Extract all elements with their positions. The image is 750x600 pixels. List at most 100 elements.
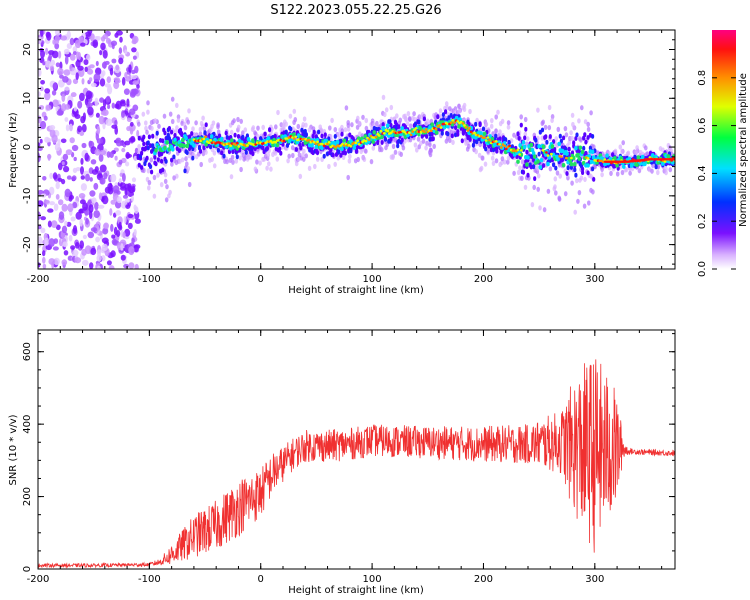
ridge-peak [570, 156, 573, 160]
ridge-halo [180, 157, 185, 163]
noise-blob [54, 42, 60, 50]
ridge-body [180, 131, 184, 136]
noise-blob [58, 211, 65, 220]
ridge-core [173, 137, 177, 143]
noise-blob [75, 72, 79, 80]
ridge-peak [379, 129, 383, 133]
ridge-body [542, 163, 546, 168]
ridge-core [292, 132, 296, 137]
ridge-peak [408, 131, 411, 135]
ridge-body [517, 136, 521, 141]
noise-blob [38, 146, 43, 151]
noise-blob [133, 204, 137, 211]
ridge-halo [302, 156, 306, 162]
noise-blob [103, 172, 108, 180]
noise-blob [52, 246, 59, 251]
ridge-body [251, 151, 255, 157]
ridge-body [144, 145, 148, 151]
ridge-halo [361, 155, 366, 161]
ridge-peak [560, 155, 563, 158]
ridge-halo [530, 202, 535, 208]
ridge-halo [243, 127, 248, 133]
noise-blob [44, 60, 52, 68]
noise-blob [122, 231, 126, 239]
y-tick-label: 200 [22, 487, 33, 506]
noise-blob [66, 221, 72, 227]
ridge-halo [315, 156, 320, 162]
ridge-halo [634, 150, 638, 156]
ridge-halo [302, 116, 307, 122]
noise-blob [49, 172, 53, 179]
noise-blob [57, 67, 64, 76]
ridge-body [582, 145, 586, 151]
ridge-core [434, 130, 439, 135]
ridge-halo [512, 170, 516, 176]
ridge-halo [428, 142, 432, 148]
ridge-body [559, 138, 564, 144]
ridge-halo [301, 152, 305, 158]
ridge-body [140, 150, 144, 156]
noise-blob [120, 243, 124, 251]
noise-blob [100, 111, 107, 116]
ridge-peak [403, 130, 406, 133]
ridge-body [454, 125, 458, 130]
noise-blob [98, 192, 103, 200]
noise-blob [102, 34, 109, 40]
ridge-halo [496, 109, 500, 115]
noise-blob [132, 55, 137, 60]
ridge-halo [383, 111, 387, 118]
ridge-core [213, 137, 217, 142]
ridge-core [224, 144, 228, 149]
noise-blob [48, 50, 55, 55]
noise-blob [43, 199, 50, 204]
noise-blob [126, 117, 132, 123]
ridge-peak [334, 145, 338, 149]
ridge-body [299, 145, 303, 151]
noise-blob [93, 73, 101, 82]
noise-blob [40, 80, 45, 85]
ridge-body [294, 147, 298, 152]
ridge-core [541, 144, 546, 149]
colorbar-tick-label: 0.8 [697, 70, 708, 86]
ridge-body [199, 149, 203, 154]
ridge-halo [137, 121, 141, 127]
ridge-halo [546, 188, 551, 194]
ridge-halo [523, 184, 528, 190]
ridge-halo [258, 160, 262, 166]
ridge-peak [468, 126, 471, 130]
noise-blob [43, 115, 48, 121]
ridge-body [456, 129, 460, 134]
ridge-core [177, 140, 182, 145]
noise-blob [62, 153, 69, 161]
noise-blob [67, 203, 74, 213]
ridge-halo [147, 180, 152, 186]
ridge-body [137, 162, 141, 168]
noise-blob [101, 243, 109, 251]
ridge-halo [261, 124, 266, 130]
ridge-peak [429, 129, 433, 133]
spectrogram-marks [38, 30, 675, 269]
ridge-halo [564, 132, 569, 138]
ridge-halo [618, 144, 623, 150]
snr-panel: -200 -100 0 100 200 300 0 200 400 600 Height of … [8, 329, 676, 596]
ridge-peak [546, 154, 550, 157]
noise-blob [46, 31, 52, 41]
ridge-body [441, 112, 445, 117]
ridge-halo [491, 131, 495, 137]
noise-blob [98, 204, 105, 209]
ridge-halo [304, 153, 309, 159]
ridge-body [235, 154, 239, 160]
ridge-halo [445, 105, 449, 111]
noise-blob [103, 222, 109, 230]
ridge-core [569, 162, 574, 167]
ridge-halo [474, 149, 479, 155]
noise-blob [125, 161, 130, 167]
ridge-body [532, 157, 536, 163]
ridge-body [471, 142, 475, 148]
noise-blob [123, 216, 127, 224]
ridge-core [580, 149, 585, 155]
ridge-body [525, 149, 529, 155]
ridge-halo [230, 154, 235, 160]
noise-blob [61, 225, 68, 234]
